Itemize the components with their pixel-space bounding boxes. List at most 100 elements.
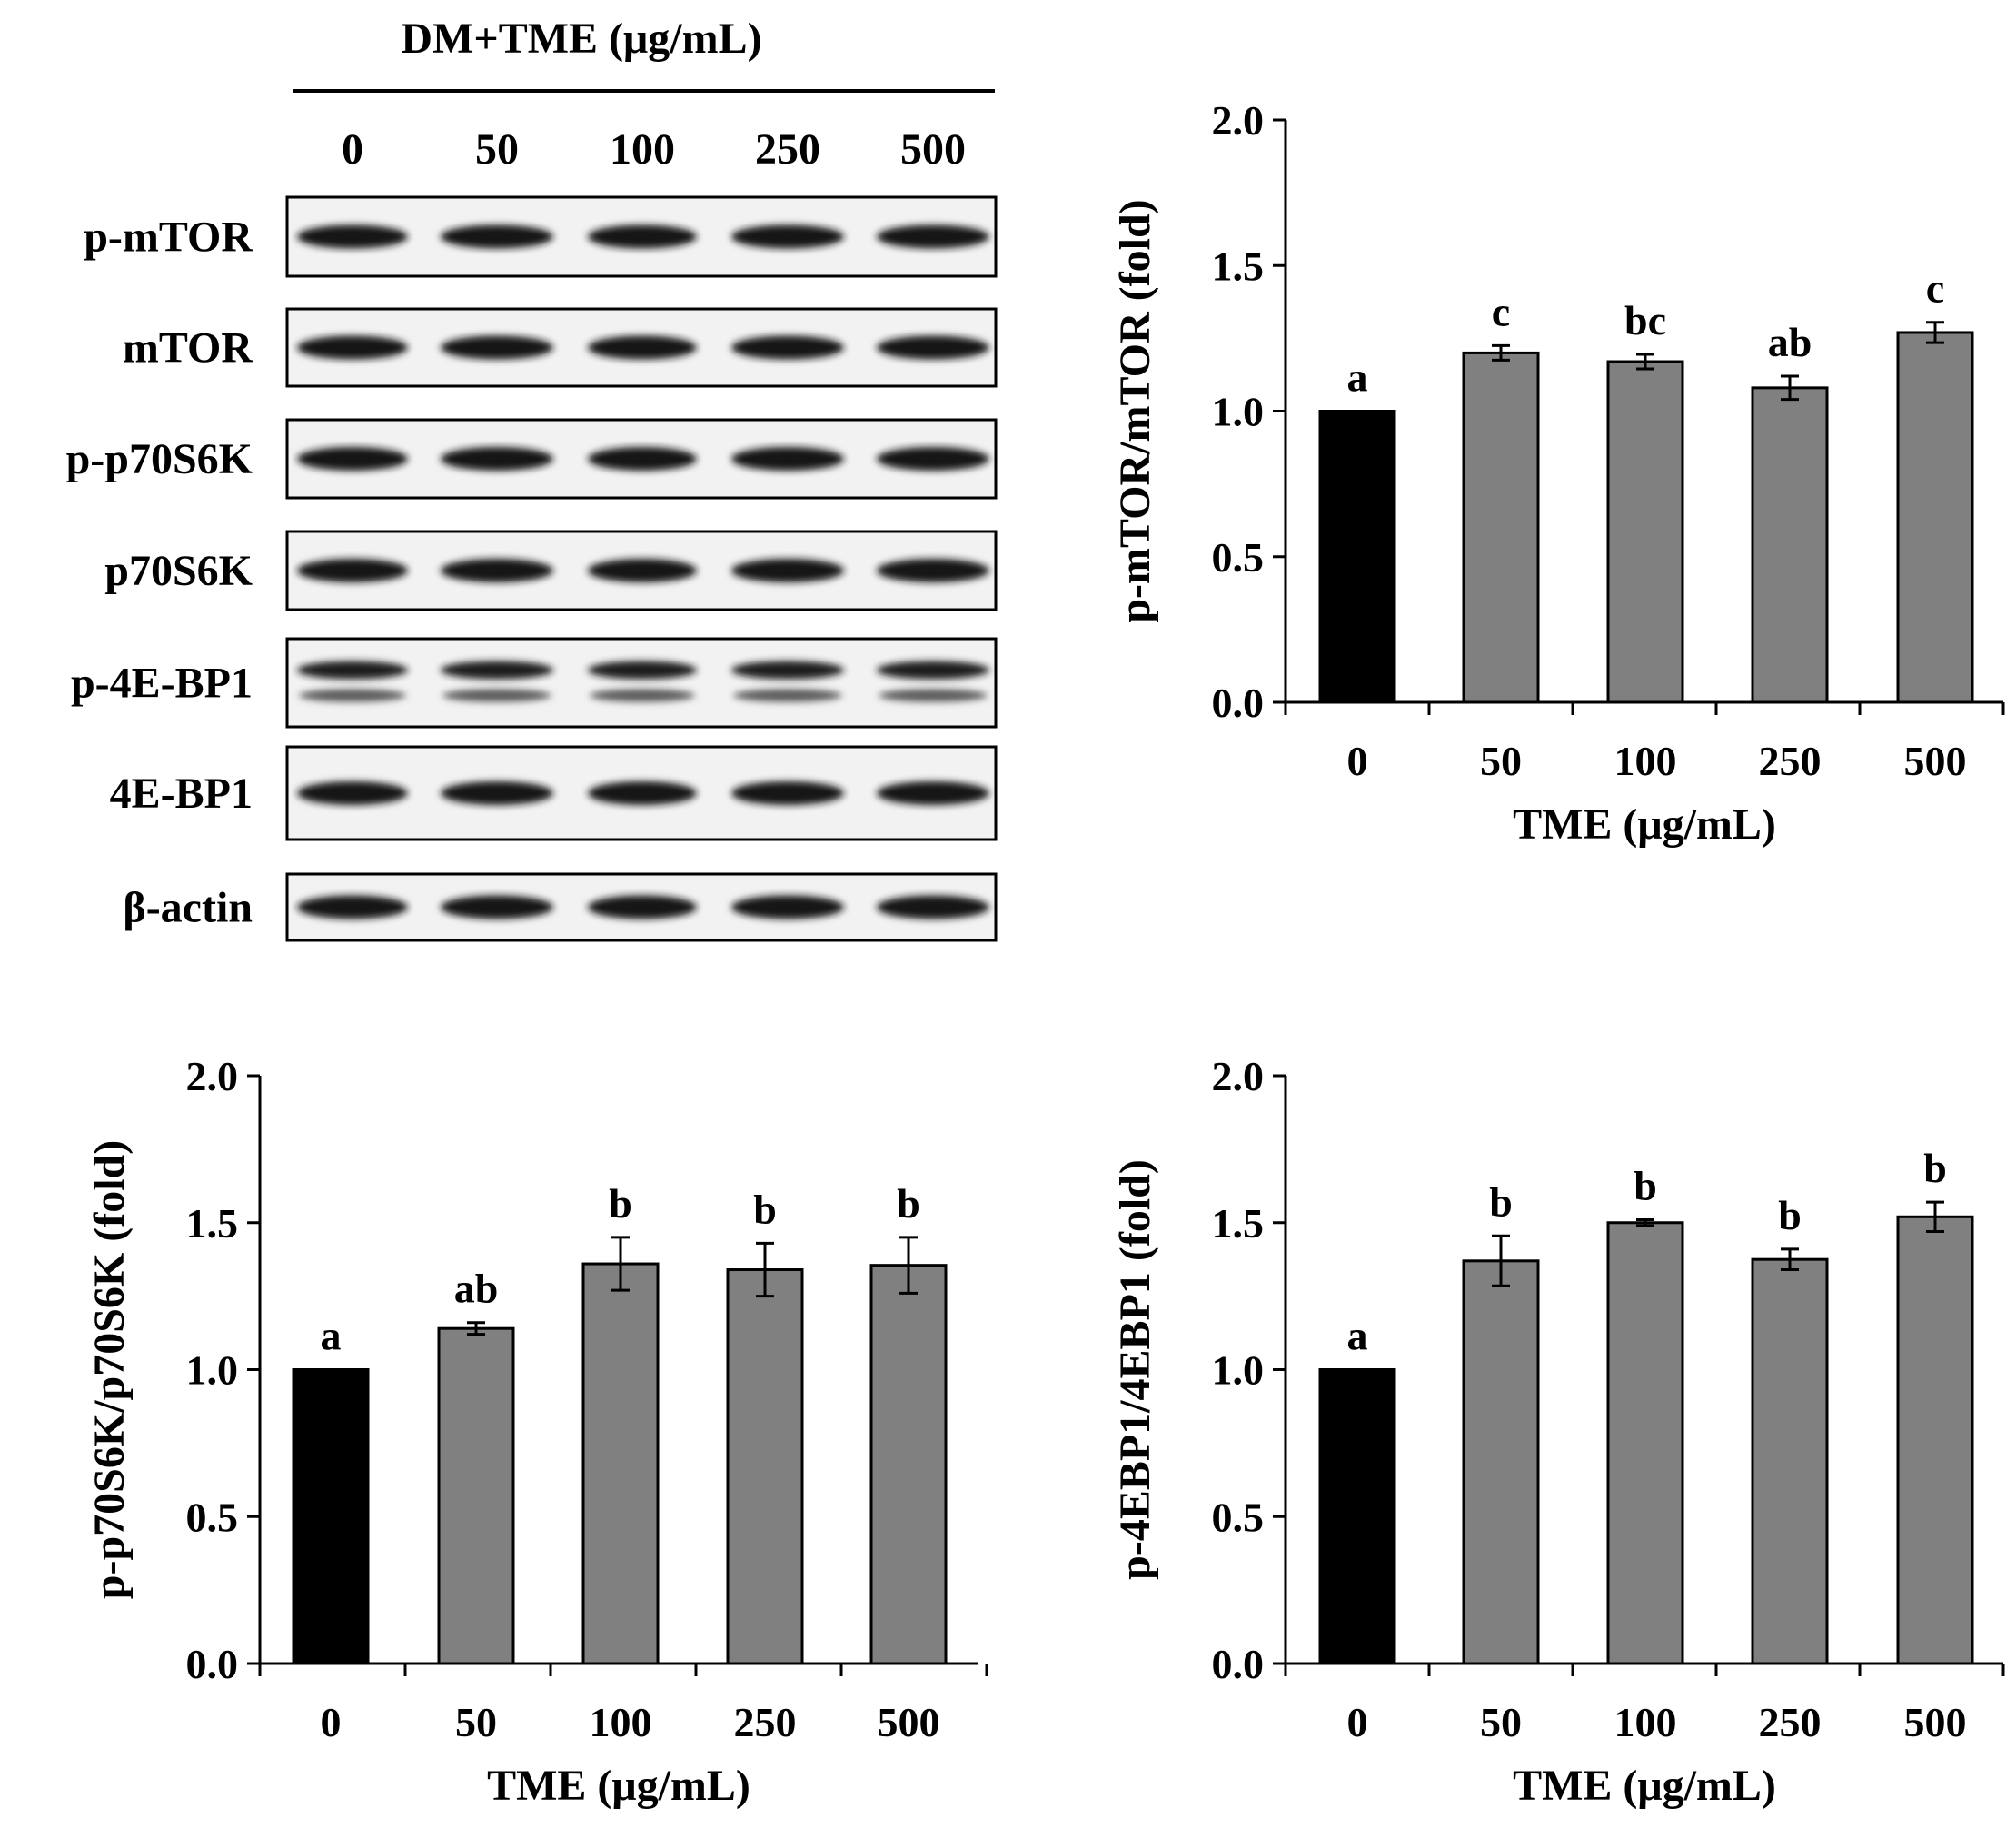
blot-band bbox=[297, 224, 408, 249]
lane-label: 0 bbox=[342, 125, 363, 174]
error-bar bbox=[1492, 343, 1510, 362]
bar bbox=[1462, 1259, 1540, 1665]
blot-band bbox=[877, 781, 989, 805]
blot-band bbox=[731, 895, 844, 919]
blot-band bbox=[299, 689, 406, 702]
bar bbox=[1462, 351, 1540, 704]
x-tick-label: 500 bbox=[878, 1699, 940, 1745]
blot-band bbox=[441, 781, 553, 805]
blot-band bbox=[297, 781, 408, 805]
y-tick-label: 1.5 bbox=[186, 1200, 239, 1247]
x-tick-label: 0 bbox=[1347, 738, 1368, 784]
x-tick-label: 100 bbox=[590, 1699, 652, 1745]
x-tick-label: 50 bbox=[1480, 738, 1522, 784]
blot-band bbox=[442, 689, 551, 702]
blot-band bbox=[588, 224, 697, 249]
significance-letter: b bbox=[1489, 1178, 1513, 1225]
error-bar bbox=[1636, 1218, 1654, 1227]
blot-header: DM+TME (μg/mL) bbox=[401, 15, 761, 63]
blot-band bbox=[731, 447, 844, 471]
blot-band bbox=[731, 224, 844, 249]
x-tick-label: 500 bbox=[1904, 738, 1967, 784]
significance-letter: c bbox=[1492, 288, 1510, 334]
blot-band bbox=[731, 559, 844, 582]
y-tick-label: 0.5 bbox=[1212, 534, 1265, 581]
y-tick-label: 1.5 bbox=[1212, 243, 1265, 289]
error-bar bbox=[1781, 1247, 1799, 1272]
bar bbox=[581, 1262, 660, 1665]
y-tick-label: 0.0 bbox=[1212, 680, 1265, 726]
blot-band bbox=[441, 335, 553, 360]
bar bbox=[1896, 331, 1974, 704]
y-tick-label: 2.0 bbox=[1212, 97, 1265, 144]
blot-band bbox=[297, 559, 408, 582]
significance-letter: b bbox=[609, 1180, 632, 1227]
x-axis-title: TME (μg/mL) bbox=[1513, 800, 1776, 849]
error-bar bbox=[1926, 321, 1944, 344]
blot-band bbox=[588, 447, 697, 471]
blot-band bbox=[441, 447, 553, 471]
bar-chart-p-p70s6k: a ab b b b 0.0 0.5 1.0 1.5 2.0 0 50 100 250 500 TME (μg… bbox=[85, 1053, 988, 1810]
bar bbox=[1896, 1215, 1974, 1665]
y-tick-label: 2.0 bbox=[1212, 1053, 1265, 1099]
bar-chart-p-mtor: a c bc ab c 0.0 0.5 1.0 1.5 2.0 0 50 100 250 500 TME (μ… bbox=[1111, 97, 2005, 849]
x-tick-label: 250 bbox=[734, 1699, 797, 1745]
significance-letter: b bbox=[1923, 1145, 1947, 1191]
blot-band bbox=[441, 895, 553, 919]
bar bbox=[1318, 410, 1396, 704]
significance-letter: ab bbox=[454, 1266, 499, 1312]
significance-letter: bc bbox=[1624, 297, 1666, 343]
lane-label: 500 bbox=[900, 125, 966, 174]
error-bar bbox=[756, 1241, 774, 1298]
significance-letter: a bbox=[1347, 354, 1368, 401]
bar bbox=[1751, 1257, 1829, 1665]
blot-band bbox=[731, 781, 844, 805]
bar bbox=[437, 1326, 515, 1665]
blot-band bbox=[441, 661, 553, 680]
error-bar bbox=[1636, 353, 1654, 371]
error-bar bbox=[899, 1236, 918, 1295]
blot-band bbox=[877, 224, 989, 249]
significance-letter: c bbox=[1926, 265, 1944, 312]
blot-band bbox=[588, 781, 697, 805]
blot-band bbox=[588, 559, 697, 582]
y-tick-label: 1.0 bbox=[1212, 389, 1265, 435]
x-tick-label: 100 bbox=[1614, 738, 1677, 784]
y-tick-label: 2.0 bbox=[186, 1053, 239, 1099]
y-tick-label: 1.5 bbox=[1212, 1200, 1265, 1247]
bar bbox=[1318, 1368, 1396, 1665]
bar bbox=[1751, 386, 1829, 704]
protein-label: p70S6K bbox=[104, 547, 253, 595]
significance-letter: a bbox=[1347, 1313, 1368, 1359]
blot-band bbox=[877, 895, 989, 919]
blot-band bbox=[297, 447, 408, 471]
x-tick-label: 0 bbox=[1347, 1699, 1368, 1745]
x-tick-label: 500 bbox=[1904, 1699, 1967, 1745]
x-axis-title: TME (μg/mL) bbox=[487, 1762, 750, 1810]
blot-band bbox=[297, 661, 408, 680]
protein-label: β-actin bbox=[123, 884, 253, 932]
significance-letter: ab bbox=[1768, 319, 1812, 365]
blot-band bbox=[297, 335, 408, 360]
blot-band bbox=[877, 447, 989, 471]
blot-band bbox=[879, 689, 988, 702]
x-tick-label: 100 bbox=[1614, 1699, 1677, 1745]
protein-label: p-p70S6K bbox=[66, 435, 253, 483]
lane-label: 50 bbox=[475, 125, 519, 174]
bar-chart-p-4ebp1: a b b b b 0.0 0.5 1.0 1.5 2.0 0 50 100 250 500 TME (μg/… bbox=[1111, 1053, 2005, 1810]
x-tick-label: 50 bbox=[455, 1699, 497, 1745]
error-bar bbox=[1926, 1200, 1944, 1233]
western-blot-panel: DM+TME (μg/mL) 0 50 100 250 500 p-mTOR mTOR p-p7… bbox=[66, 15, 998, 942]
blot-band bbox=[441, 224, 553, 249]
blot-band bbox=[588, 661, 697, 680]
error-bar bbox=[1781, 374, 1799, 402]
significance-letter: b bbox=[1778, 1192, 1802, 1238]
y-tick-label: 1.0 bbox=[1212, 1347, 1265, 1394]
bar bbox=[869, 1264, 948, 1665]
protein-label: mTOR bbox=[123, 324, 253, 373]
y-tick-label: 1.0 bbox=[186, 1347, 239, 1394]
blot-band bbox=[588, 335, 697, 360]
blot-band bbox=[731, 661, 844, 680]
significance-letter: a bbox=[321, 1313, 342, 1359]
blot-strip bbox=[285, 637, 998, 729]
